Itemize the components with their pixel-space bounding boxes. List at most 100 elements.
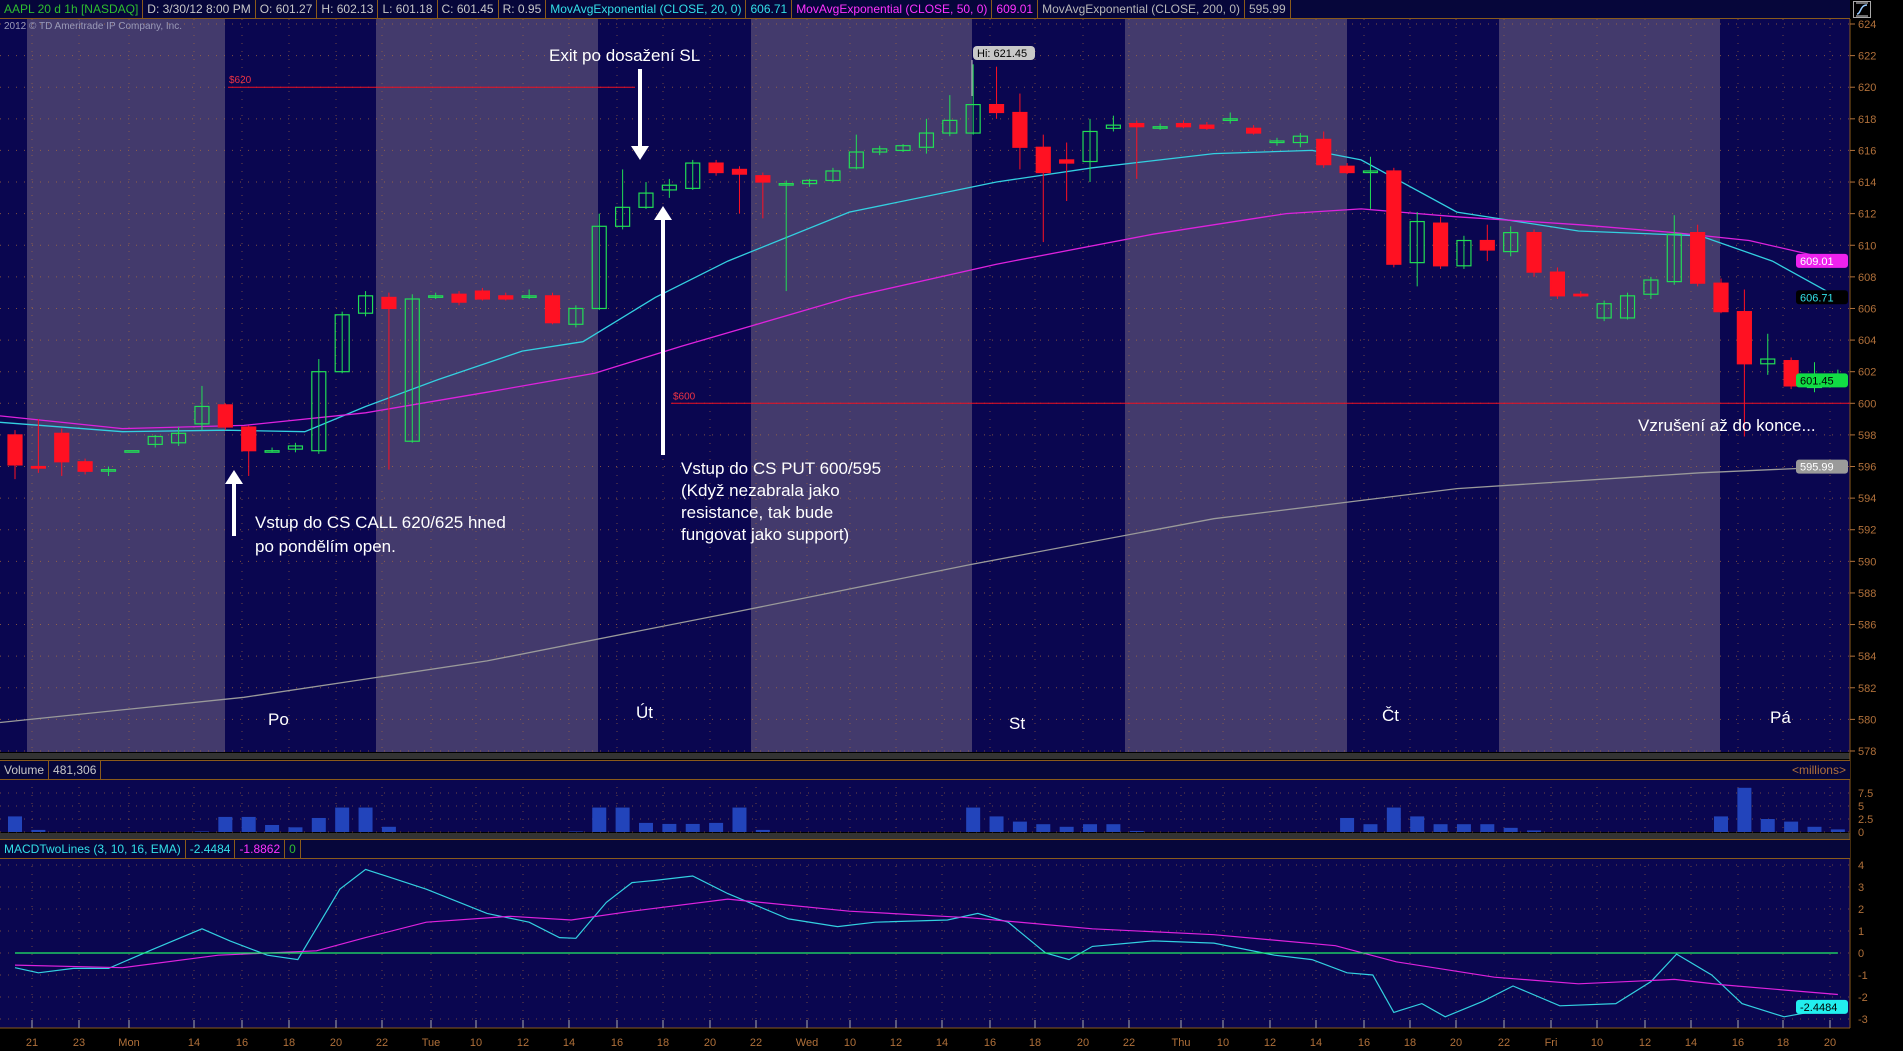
price-tick-label: 590 — [1858, 556, 1876, 568]
volume-header: Volume 481,306 <millions> — [0, 760, 1850, 780]
macd-tick-label: 0 — [1858, 948, 1864, 960]
volume-bar — [1737, 787, 1752, 832]
volume-bar — [241, 816, 256, 832]
candle-up — [1105, 124, 1121, 129]
volume-bar — [966, 807, 981, 832]
candle-down — [241, 426, 257, 452]
candle-down — [1246, 127, 1262, 134]
symbol-label[interactable]: AAPL 20 d 1h [NASDAQ] — [0, 0, 144, 18]
candle-down — [1526, 232, 1542, 273]
time-tick-label: 18 — [1029, 1037, 1041, 1049]
candle-up — [942, 119, 958, 134]
volume-unit: <millions> — [1791, 763, 1846, 777]
ema50-study-label[interactable]: MovAvgExponential (CLOSE, 50, 0) — [792, 0, 993, 18]
ema20-study-label[interactable]: MovAvgExponential (CLOSE, 20, 0) — [546, 0, 747, 18]
candle-up — [1152, 126, 1168, 129]
volume-bar — [1456, 824, 1471, 832]
candle-down — [7, 434, 23, 466]
last-price-badge: 601.45 — [1800, 375, 1834, 387]
price-tick-label: 596 — [1858, 462, 1876, 474]
high-readout: H: 602.13 — [317, 0, 379, 18]
day-label-tue: Út — [636, 703, 653, 722]
day-label-thu: Čt — [1382, 706, 1399, 725]
candle-up — [591, 225, 607, 310]
macd-badge-bg — [1796, 999, 1848, 1014]
day-label-fri: Pá — [1770, 708, 1791, 727]
candle-up — [404, 298, 420, 442]
time-tick-label: 20 — [330, 1037, 342, 1049]
volume-tick-label: 5 — [1858, 801, 1864, 813]
time-tick-label: 20 — [1077, 1037, 1089, 1049]
time-tick-label: 16 — [611, 1037, 623, 1049]
candle-up — [100, 469, 117, 472]
candle-down — [1386, 170, 1402, 265]
macd-tick-label: 3 — [1858, 882, 1864, 894]
candle-up — [615, 206, 631, 227]
candle-down — [474, 290, 490, 300]
candle-up — [357, 295, 374, 314]
ema50-value: 609.01 — [992, 0, 1039, 18]
last-price-badge-bg — [1796, 373, 1848, 388]
time-tick-label: 12 — [890, 1037, 902, 1049]
price-tick-label: 586 — [1858, 620, 1876, 632]
candle-down — [544, 295, 561, 324]
ema200-badge-bg — [1796, 459, 1848, 474]
volume-bar — [1714, 816, 1729, 832]
price-tick-label: 614 — [1858, 177, 1876, 189]
volume-bar — [1386, 807, 1401, 832]
candle-up — [521, 295, 537, 298]
candle-down — [731, 168, 748, 175]
candle-down — [1339, 165, 1355, 174]
candle-up — [661, 184, 677, 191]
volume-value: 481,306 — [49, 761, 102, 779]
extended-hours-band — [1499, 19, 1720, 752]
annotation-call-entry-line2: po pondělím open. — [255, 537, 396, 556]
time-tick-label: 22 — [376, 1037, 388, 1049]
extended-hours-band — [27, 19, 225, 752]
copyright-text: 2012 © TD Ameritrade IP Company, Inc. — [4, 21, 182, 32]
price-tick-label: 582 — [1858, 683, 1876, 695]
volume-bar — [1807, 826, 1822, 832]
time-tick-label: 14 — [1310, 1037, 1322, 1049]
hi-label: Hi: 621.45 — [977, 48, 1027, 60]
volume-bar — [1363, 824, 1378, 832]
time-tick-label: 18 — [283, 1037, 295, 1049]
candle-down — [498, 295, 514, 300]
price-tick-label: 624 — [1858, 19, 1876, 31]
arrow-up-put-icon — [654, 206, 672, 455]
annotation-put-entry-line4: fungovat jako support) — [681, 525, 849, 544]
candle-up — [334, 314, 350, 373]
candle-up — [825, 170, 841, 182]
ema200-study-label[interactable]: MovAvgExponential (CLOSE, 200, 0) — [1038, 0, 1245, 18]
ema20-badge-bg — [1796, 290, 1848, 305]
volume-bar — [1784, 821, 1799, 832]
candle-down — [1713, 282, 1729, 313]
volume-bar — [568, 831, 583, 832]
low-readout: L: 601.18 — [378, 0, 438, 18]
candle-down — [1129, 122, 1145, 128]
volume-bar — [1340, 817, 1355, 832]
chart-style-icon[interactable] — [1853, 1, 1871, 18]
candle-down — [1690, 232, 1706, 284]
hi-marker: Hi: 621.45 — [971, 46, 1035, 96]
macd-study-label[interactable]: MACDTwoLines (3, 10, 16, EMA) — [0, 840, 186, 858]
volume-label[interactable]: Volume — [0, 761, 50, 779]
price-tick-label: 622 — [1858, 51, 1876, 63]
macd-avg-line — [14, 898, 1838, 996]
volume-bar — [218, 816, 233, 832]
candle-up — [638, 192, 654, 208]
time-tick-label: 22 — [750, 1037, 762, 1049]
range-readout: R: 0.95 — [499, 0, 547, 18]
price-tick-label: 608 — [1858, 272, 1876, 284]
extended-hours-band — [376, 19, 598, 752]
candle-up — [872, 148, 888, 153]
time-tick-label: 16 — [1358, 1037, 1370, 1049]
macd-diff: 0 — [285, 840, 301, 858]
close-readout: C: 601.45 — [438, 0, 499, 18]
volume-bar — [1480, 824, 1495, 832]
candle-down — [1199, 124, 1215, 129]
candle-up — [287, 445, 304, 450]
volume-bar — [732, 807, 747, 832]
macd-tick-label: -1 — [1858, 970, 1868, 982]
